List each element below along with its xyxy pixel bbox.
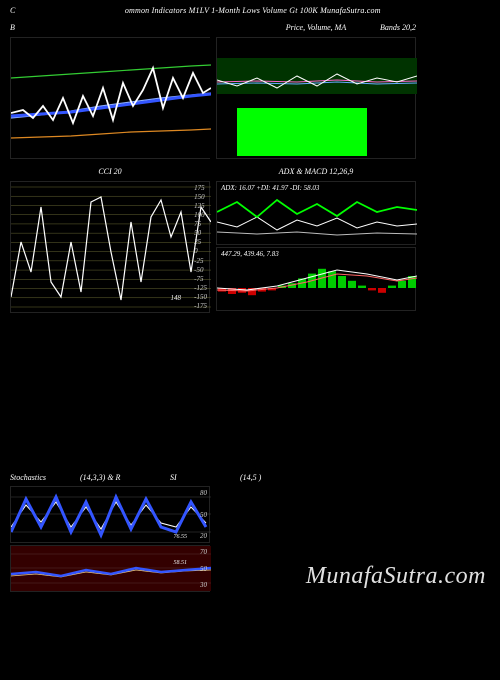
cci-tick: -125 [194, 284, 207, 292]
cci-value-label: 148 [171, 294, 182, 302]
bbands-title-left: B [10, 23, 210, 32]
rsi-y-axis: 70 50 30 [200, 546, 207, 591]
cci-tick: 125 [194, 202, 207, 210]
rsi-value-label: 58.51 [174, 560, 188, 566]
cci-tick: 0 [194, 247, 207, 255]
bbands-chart [11, 38, 211, 158]
stoch-tick: 50 [200, 511, 207, 519]
cci-panel: 1751501251007550250 -25-50-75-125-150-175… [10, 181, 210, 313]
stoch-panel: 80 50 20 76.55 [10, 486, 210, 543]
cci-tick: -25 [194, 257, 207, 265]
macd-values-label: 447.29, 439.46, 7.83 [221, 250, 279, 258]
stoch-title-left: Stochastics [10, 473, 80, 482]
rsi-panel: 70 50 30 58.51 [10, 545, 210, 592]
macd-panel: 447.29, 439.46, 7.83 [216, 247, 416, 311]
stoch-value-label: 76.55 [174, 534, 188, 540]
cci-tick: 100 [194, 211, 207, 219]
stoch-title-mid2: SI [170, 473, 240, 482]
bbands-title-right: Bands 20,2 [380, 23, 416, 32]
adx-values-label: ADX: 16.07 +DI: 41.97 -DI: 58.03 [221, 184, 319, 192]
pricevol-panel [216, 37, 416, 159]
cci-title: CCI 20 [10, 167, 210, 176]
cci-tick: 75 [194, 220, 207, 228]
cci-tick: -75 [194, 275, 207, 283]
cci-tick: 25 [194, 238, 207, 246]
cci-tick: 50 [194, 229, 207, 237]
cci-tick: -50 [194, 266, 207, 274]
pricevol-chart [217, 38, 417, 158]
header-main: ommon Indicators M1LV 1-Month Lows Volum… [125, 6, 381, 15]
cci-tick: 150 [194, 193, 207, 201]
page-header: C ommon Indicators M1LV 1-Month Lows Vol… [0, 0, 500, 19]
header-left: C [10, 6, 16, 15]
cci-chart [11, 182, 211, 312]
stoch-title-right: (14,5 ) [240, 473, 261, 482]
rsi-tick: 30 [200, 581, 207, 589]
stoch-title-row: Stochastics (14,3,3) & R SI (14,5 ) [10, 473, 490, 486]
cci-tick: -175 [194, 302, 207, 310]
stoch-title-mid: (14,3,3) & R [80, 473, 170, 482]
cci-tick: 175 [194, 184, 207, 192]
rsi-tick: 70 [200, 548, 207, 556]
bbands-panel [10, 37, 210, 159]
cci-y-axis: 1751501251007550250 -25-50-75-125-150-175 [194, 182, 207, 312]
adx-panel: ADX: 16.07 +DI: 41.97 -DI: 58.03 [216, 181, 416, 245]
stoch-tick: 20 [200, 532, 207, 540]
rsi-chart [11, 546, 211, 591]
stoch-tick: 80 [200, 489, 207, 497]
cci-tick: -150 [194, 293, 207, 301]
stoch-y-axis: 80 50 20 [200, 487, 207, 542]
adxmacd-title: ADX & MACD 12,26,9 [216, 167, 416, 176]
rsi-tick: 50 [200, 565, 207, 573]
